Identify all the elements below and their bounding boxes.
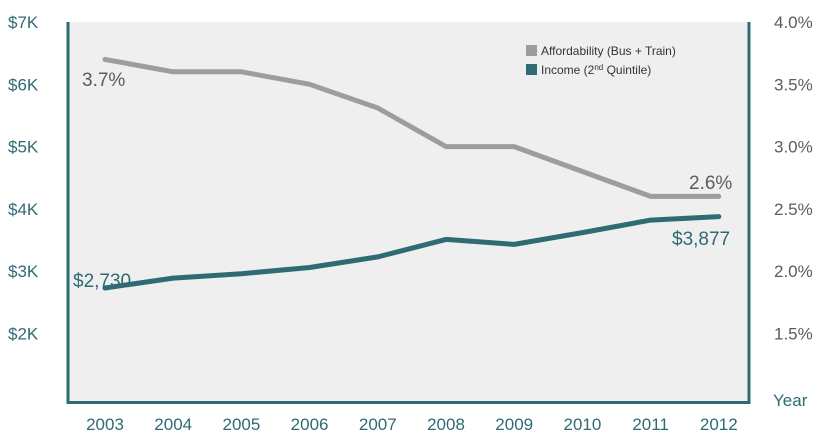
annotation-affordability-end: 2.6% xyxy=(689,173,732,194)
x-tick-label: 2005 xyxy=(222,415,260,434)
x-tick-label: 2006 xyxy=(291,415,329,434)
legend-label-affordability: Affordability (Bus + Train) xyxy=(541,44,676,58)
x-tick-label: 2009 xyxy=(495,415,533,434)
series-line-affordability xyxy=(102,56,722,199)
x-tick-label: 2004 xyxy=(154,415,192,434)
right-y-tick-label: 3.5% xyxy=(774,75,813,94)
series-line-income xyxy=(102,214,722,291)
legend-label-income: Income (2nd Quintile) xyxy=(541,63,651,77)
left-y-tick-labels: $2K $3K $4K $5K $6K $7K xyxy=(8,13,39,344)
left-y-tick-label: $2K xyxy=(8,325,39,344)
left-y-tick-label: $6K xyxy=(8,75,39,94)
right-y-tick-label: 2.0% xyxy=(774,262,813,281)
x-axis-label: Year xyxy=(773,391,808,410)
right-y-tick-label: 2.5% xyxy=(774,200,813,219)
left-y-tick-label: $3K xyxy=(8,262,39,281)
x-tick-label: 2010 xyxy=(563,415,601,434)
x-tick-label: 2008 xyxy=(427,415,465,434)
left-y-tick-label: $7K xyxy=(8,13,39,32)
right-y-tick-labels: 1.5% 2.0% 2.5% 3.0% 3.5% 4.0% xyxy=(774,13,813,344)
plot-area xyxy=(68,22,749,403)
left-y-tick-label: $5K xyxy=(8,138,39,157)
right-y-tick-label: 4.0% xyxy=(774,13,813,32)
annotation-affordability-start: 3.7% xyxy=(82,70,125,91)
left-y-tick-label: $4K xyxy=(8,200,39,219)
right-y-tick-label: 1.5% xyxy=(774,325,813,344)
legend: Affordability (Bus + Train) Income (2nd … xyxy=(526,44,676,77)
x-tick-label: 2003 xyxy=(86,415,124,434)
annotation-income-start: $2,730 xyxy=(73,271,131,292)
x-tick-labels: 2003 2004 2005 2006 2007 2008 2009 2010 2011 2012 xyxy=(86,415,738,434)
right-y-tick-label: 3.0% xyxy=(774,138,813,157)
legend-swatch-affordability xyxy=(526,45,537,56)
annotation-income-end: $3,877 xyxy=(672,229,730,250)
legend-swatch-income xyxy=(526,64,537,75)
x-tick-label: 2011 xyxy=(632,415,669,434)
x-tick-label: 2012 xyxy=(700,415,738,434)
x-tick-label: 2007 xyxy=(359,415,397,434)
